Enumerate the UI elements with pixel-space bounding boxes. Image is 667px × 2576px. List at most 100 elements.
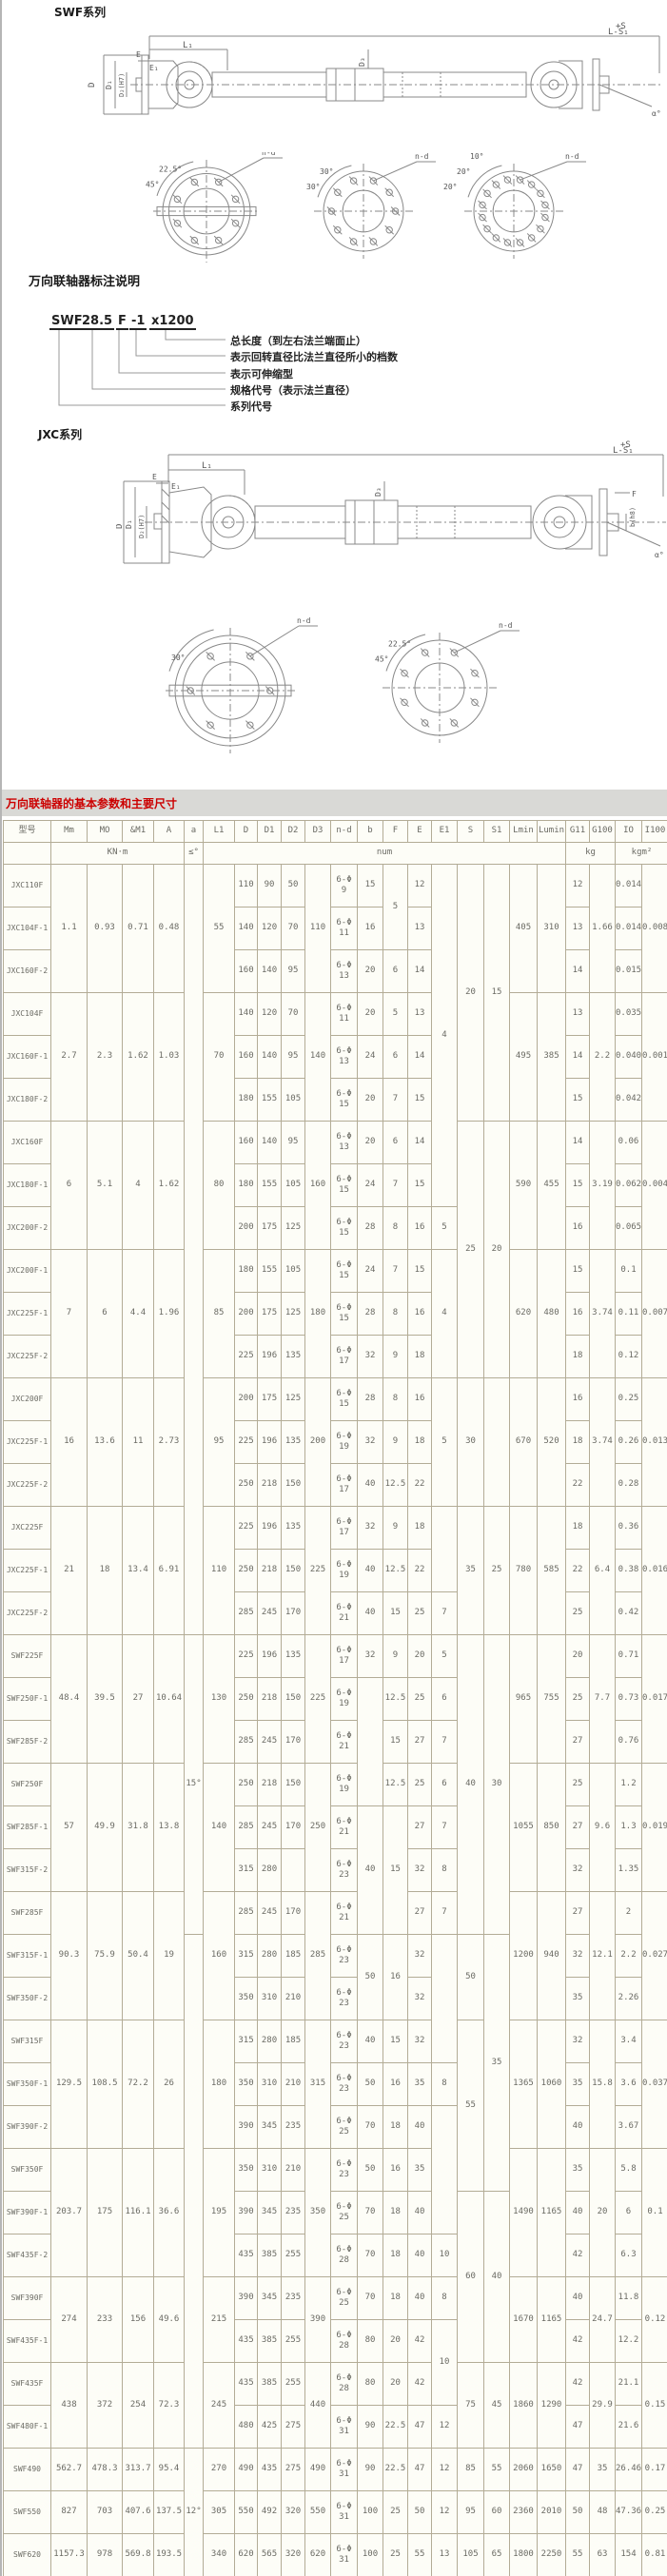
value-cell: 285 bbox=[234, 1591, 258, 1635]
value-cell: 15 bbox=[565, 1078, 590, 1122]
value-cell: 12 bbox=[431, 2405, 458, 2449]
value-cell: 95 bbox=[281, 1121, 305, 1164]
value-cell: 0.73 bbox=[615, 1677, 642, 1721]
value-cell: 2360 bbox=[509, 2490, 538, 2534]
flange-label: 22.5° bbox=[388, 640, 411, 649]
value-cell: 1.62 bbox=[122, 992, 154, 1122]
value-cell: 140 bbox=[257, 949, 282, 993]
value-cell: 140 bbox=[257, 1121, 282, 1164]
value-cell: 10.64 bbox=[153, 1634, 185, 1764]
value-cell: 55 bbox=[407, 2533, 432, 2576]
value-cell: 12 bbox=[431, 2448, 458, 2491]
value-cell: 478.3 bbox=[87, 2448, 123, 2491]
value-cell: 22.5 bbox=[383, 2405, 408, 2449]
value-cell: 32 bbox=[357, 1335, 383, 1378]
value-cell: 180 bbox=[203, 2020, 235, 2149]
value-cell: 0.007 bbox=[641, 1249, 667, 1378]
code-series: SWF bbox=[49, 314, 85, 330]
model-cell: JXC225F-1 bbox=[3, 1549, 51, 1592]
flange-label: 20° bbox=[443, 183, 457, 191]
value-cell: 215 bbox=[203, 2276, 235, 2363]
value-cell: 156 bbox=[122, 2276, 154, 2363]
value-cell: 310 bbox=[537, 864, 566, 993]
model-cell: SWF390F-2 bbox=[3, 2105, 51, 2149]
value-cell bbox=[431, 2105, 458, 2234]
value-cell: 8 bbox=[431, 1848, 458, 1892]
value-cell: 140 bbox=[304, 992, 331, 1122]
value-cell: 340 bbox=[203, 2533, 235, 2576]
value-cell: 60 bbox=[483, 2490, 510, 2534]
value-cell: 95 bbox=[281, 1035, 305, 1079]
value-cell: 45 bbox=[483, 2362, 510, 2449]
value-cell: 480 bbox=[537, 1249, 566, 1378]
value-cell: 42 bbox=[407, 2362, 432, 2406]
value-cell: 129.5 bbox=[50, 2020, 88, 2149]
table-row: JXC225F-1 200 175 125 6-Φ 15 28 8 16 16 0.11 bbox=[3, 1292, 667, 1336]
value-cell: 3.74 bbox=[589, 1377, 616, 1507]
value-cell: 6.91 bbox=[153, 1506, 185, 1635]
value-cell: 0.040 bbox=[615, 1035, 642, 1079]
value-cell: 0.42 bbox=[615, 1591, 642, 1635]
value-cell: 28 bbox=[357, 1292, 383, 1336]
value-cell: 407.6 bbox=[122, 2490, 154, 2534]
value-cell: 225 bbox=[234, 1335, 258, 1378]
value-cell: 185 bbox=[281, 1934, 305, 1978]
model-cell: SWF390F-1 bbox=[3, 2191, 51, 2234]
table-row: SWF250F 57 49.9 31.8 13.8 140 250 218 150 250 6-Φ … bbox=[3, 1763, 667, 1892]
value-cell: 40 bbox=[407, 2234, 432, 2277]
value-cell: 0.065 bbox=[615, 1206, 642, 1250]
value-cell: 65 bbox=[483, 2533, 510, 2576]
value-cell: 13.4 bbox=[122, 1506, 154, 1635]
value-cell: 255 bbox=[281, 2234, 305, 2277]
value-cell: 0.25 bbox=[615, 1377, 642, 1421]
value-cell: 15 bbox=[383, 1591, 408, 1635]
value-cell: 70 bbox=[357, 2191, 383, 2234]
value-cell: 6-Φ 23 bbox=[330, 1934, 358, 1978]
value-cell: 435 bbox=[234, 2319, 258, 2363]
value-cell bbox=[431, 1506, 458, 1592]
value-cell: 827 bbox=[50, 2490, 88, 2534]
col-header: &M1 bbox=[122, 820, 154, 843]
value-cell: 235 bbox=[281, 2276, 305, 2320]
value-cell: 218 bbox=[257, 1763, 282, 1806]
value-cell: 435 bbox=[257, 2448, 282, 2491]
value-cell: 5.8 bbox=[615, 2148, 642, 2192]
value-cell: 6-Φ 17 bbox=[330, 1463, 358, 1507]
value-cell: 2.2 bbox=[589, 992, 616, 1122]
value-cell: 57 bbox=[50, 1763, 88, 1892]
value-cell: 35 bbox=[407, 2148, 432, 2192]
value-cell: 100 bbox=[357, 2533, 383, 2576]
table-row: SWF350F-2 350 310 210 6-Φ 23 32 35 2.26 bbox=[3, 1977, 667, 2020]
value-cell: 703 bbox=[87, 2490, 123, 2534]
model-cell: SWF490 bbox=[3, 2448, 51, 2491]
value-cell: 125 bbox=[281, 1292, 305, 1336]
value-cell: 13 bbox=[565, 907, 590, 950]
table-row: SWF480F-1 480 425 275 6-Φ 31 90 22.5 47 12 47 21.6 bbox=[3, 2405, 667, 2449]
value-cell: 22 bbox=[407, 1549, 432, 1592]
unit-header: num bbox=[203, 842, 566, 865]
value-cell: 670 bbox=[509, 1377, 538, 1507]
value-cell bbox=[357, 1677, 383, 1806]
value-cell: 12 bbox=[565, 864, 590, 907]
value-cell: 6-Φ 11 bbox=[330, 992, 358, 1036]
value-cell: 40 bbox=[357, 1549, 383, 1592]
value-cell: 1.03 bbox=[153, 992, 185, 1122]
dim-d3: D₃ bbox=[358, 57, 366, 67]
value-cell: 4 bbox=[122, 1121, 154, 1250]
value-cell: 70 bbox=[357, 2276, 383, 2320]
model-cell: SWF315F bbox=[3, 2020, 51, 2063]
value-cell: 285 bbox=[234, 1891, 258, 1935]
value-cell: 7 bbox=[431, 1591, 458, 1635]
value-cell: 235 bbox=[281, 2191, 305, 2234]
value-cell: 95.4 bbox=[153, 2448, 185, 2491]
value-cell: 1.3 bbox=[615, 1805, 642, 1849]
value-cell: 490 bbox=[234, 2448, 258, 2491]
value-cell: 0.36 bbox=[615, 1506, 642, 1550]
value-cell: 27 bbox=[407, 1891, 432, 1935]
dim-angle: α° bbox=[655, 551, 664, 559]
value-cell: 140 bbox=[234, 992, 258, 1036]
value-cell: 6-Φ 23 bbox=[330, 2020, 358, 2063]
model-cell: SWF435F-2 bbox=[3, 2234, 51, 2277]
value-cell: 8 bbox=[431, 2276, 458, 2320]
value-cell: 1200 bbox=[509, 1891, 538, 2020]
